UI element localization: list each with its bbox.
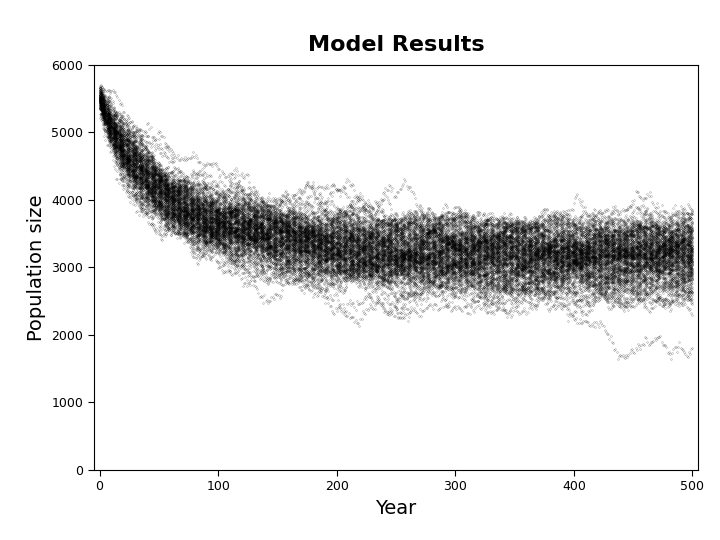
X-axis label: Year: Year (375, 499, 417, 518)
Y-axis label: Population size: Population size (27, 194, 45, 341)
Title: Model Results: Model Results (307, 35, 485, 55)
